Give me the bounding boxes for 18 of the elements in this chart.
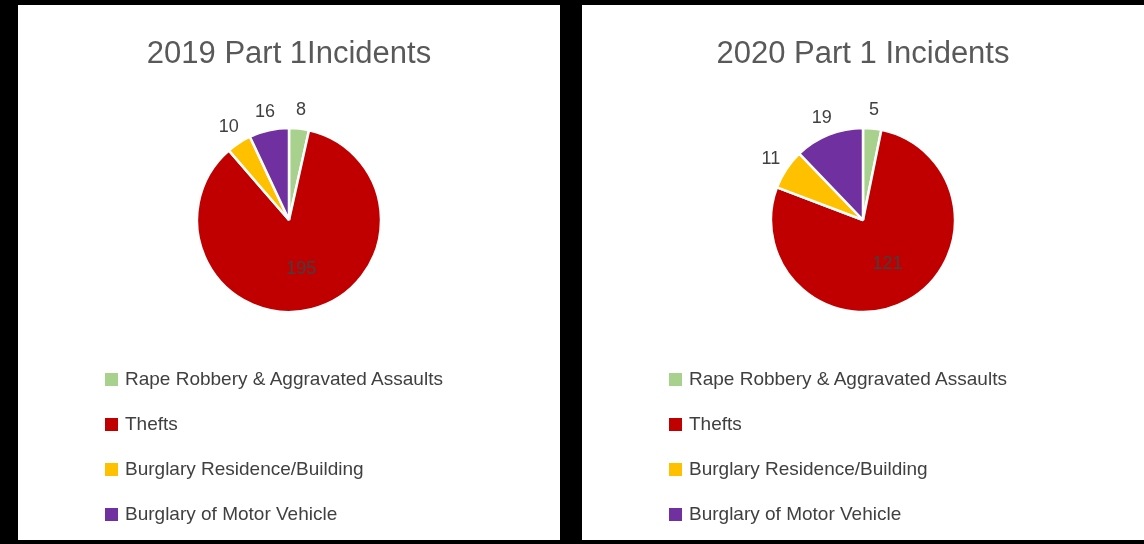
data-label: 11 (761, 148, 781, 169)
legend-label: Thefts (689, 412, 742, 436)
legend-label: Burglary of Motor Vehicle (125, 502, 338, 526)
data-label: 10 (218, 116, 239, 137)
legend-label: Rape Robbery & Aggravated Assaults (689, 367, 1007, 391)
legend-label: Rape Robbery & Aggravated Assaults (125, 367, 443, 391)
legend-label: Burglary Residence/Building (125, 457, 364, 481)
data-label: 19 (811, 106, 832, 127)
chart-title: 2020 Part 1 Incidents (715, 35, 1011, 71)
data-label: 121 (872, 253, 903, 274)
data-label: 5 (869, 99, 880, 120)
data-label: 195 (286, 258, 317, 279)
legend-label: Burglary of Motor Vehicle (689, 502, 902, 526)
data-label: 8 (296, 99, 307, 120)
chart-title: 2019 Part 1Incidents (145, 35, 433, 71)
legend-label: Burglary Residence/Building (689, 457, 928, 481)
data-label: 16 (254, 101, 275, 122)
legend-label: Thefts (125, 412, 178, 436)
